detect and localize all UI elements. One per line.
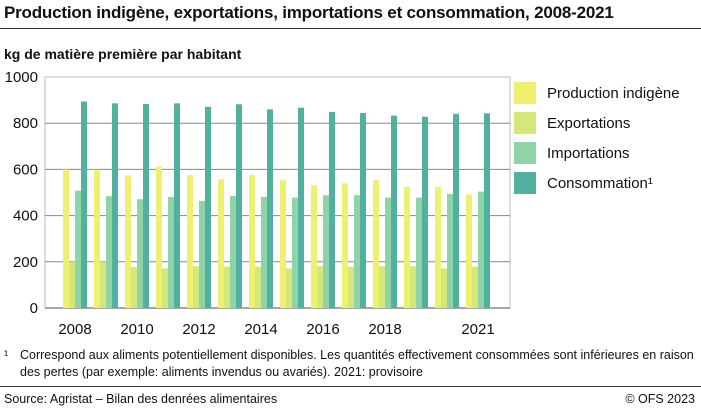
bar-2016-4 <box>329 111 335 308</box>
y-tick-label: 0 <box>30 300 38 317</box>
x-tick-label: 2010 <box>120 321 153 338</box>
bar-2019-3 <box>416 197 422 308</box>
bar-2010-2 <box>131 267 137 308</box>
bar-2017-2 <box>348 266 354 308</box>
bar-2015-2 <box>286 268 292 308</box>
y-axis-label: kg de matière première par habitant <box>4 46 242 62</box>
bar-2008-3 <box>75 190 81 308</box>
bar-2018-3 <box>385 197 391 308</box>
bar-2012-2 <box>193 266 199 308</box>
legend-label-2: Exportations <box>547 115 630 132</box>
bar-2014-1 <box>249 174 255 308</box>
bar-2020-1 <box>435 186 441 308</box>
x-tick-label: 2008 <box>58 321 91 338</box>
legend-label-4: Consommation¹ <box>547 175 653 192</box>
legend-label-3: Importations <box>547 145 630 162</box>
bar-2021-2 <box>472 266 478 308</box>
bar-2012-3 <box>199 200 205 308</box>
bar-2010-4 <box>143 104 149 308</box>
bar-2018-4 <box>391 115 397 309</box>
bar-2021-4 <box>484 113 490 308</box>
bar-2009-3 <box>106 196 112 308</box>
bar-2015-3 <box>292 197 298 308</box>
chart-title: Production indigène, exportations, impor… <box>4 3 614 22</box>
y-tick-label: 400 <box>13 208 38 225</box>
x-tick-label: 2014 <box>244 321 277 338</box>
bar-2012-4 <box>205 106 211 308</box>
y-tick-label: 800 <box>13 115 38 132</box>
bar-2018-2 <box>379 266 385 308</box>
x-tick-label: 2016 <box>306 321 339 338</box>
x-tick-label: 2021 <box>461 321 494 338</box>
bar-2009-1 <box>94 169 100 308</box>
bar-2014-3 <box>261 196 267 308</box>
bar-2011-2 <box>162 268 168 308</box>
x-tick-label: 2018 <box>368 321 401 338</box>
bar-2008-4 <box>81 101 87 309</box>
bar-2015-1 <box>280 180 286 308</box>
bar-2016-3 <box>323 195 329 308</box>
bar-2017-1 <box>342 183 348 308</box>
bar-2019-4 <box>422 116 428 309</box>
bar-2016-2 <box>317 266 323 308</box>
bar-2016-1 <box>311 185 317 308</box>
bar-2020-2 <box>441 268 447 308</box>
legend-swatch-2 <box>514 112 536 134</box>
bar-2013-1 <box>218 179 224 308</box>
bar-2010-3 <box>137 199 143 308</box>
bar-2017-4 <box>360 113 366 308</box>
copyright: © OFS 2023 <box>625 392 695 406</box>
bar-2008-1 <box>63 169 69 308</box>
bar-2009-2 <box>100 261 106 308</box>
title-rule <box>0 28 701 29</box>
y-tick-label: 200 <box>13 254 38 271</box>
footnote-marker: ¹ <box>4 348 9 362</box>
bar-2012-1 <box>187 174 193 308</box>
bar-2013-3 <box>230 195 236 308</box>
bar-2013-4 <box>236 104 242 309</box>
legend-label-1: Production indigène <box>547 85 680 102</box>
bar-2014-2 <box>255 266 261 308</box>
footnote: ¹ Correspond aux aliments potentiellemen… <box>4 347 694 381</box>
bar-2015-4 <box>298 107 304 309</box>
bar-2018-1 <box>373 180 379 308</box>
legend-swatch-3 <box>514 142 536 164</box>
legend-swatch-1 <box>514 82 536 104</box>
bar-2017-3 <box>354 195 360 308</box>
bar-2013-2 <box>224 266 230 308</box>
bar-2011-1 <box>156 166 162 308</box>
bar-2011-4 <box>174 103 180 308</box>
footer-rule <box>0 386 701 387</box>
bar-2011-3 <box>168 196 174 308</box>
y-tick-label: 600 <box>13 161 38 178</box>
chart-svg: 0 200 400 600 800 1000 2008 2010 2012 2014 2016 201… <box>5 69 680 338</box>
bar-2008-2 <box>69 261 75 308</box>
bar-2010-1 <box>125 175 131 308</box>
bar-2019-2 <box>410 266 416 308</box>
bar-2021-3 <box>478 191 484 308</box>
x-tick-label: 2012 <box>182 321 215 338</box>
source: Source: Agristat – Bilan des denrées ali… <box>4 392 278 406</box>
bar-2020-3 <box>447 193 453 308</box>
legend-swatch-4 <box>514 172 536 194</box>
bar-2019-1 <box>404 186 410 308</box>
bar-2020-4 <box>453 113 459 308</box>
footnote-text: Correspond aux aliments potentiellement … <box>20 348 694 379</box>
y-tick-label: 1000 <box>5 69 38 86</box>
bar-2009-4 <box>112 103 118 308</box>
bar-2014-4 <box>267 109 273 308</box>
bar-2021-1 <box>466 194 472 308</box>
